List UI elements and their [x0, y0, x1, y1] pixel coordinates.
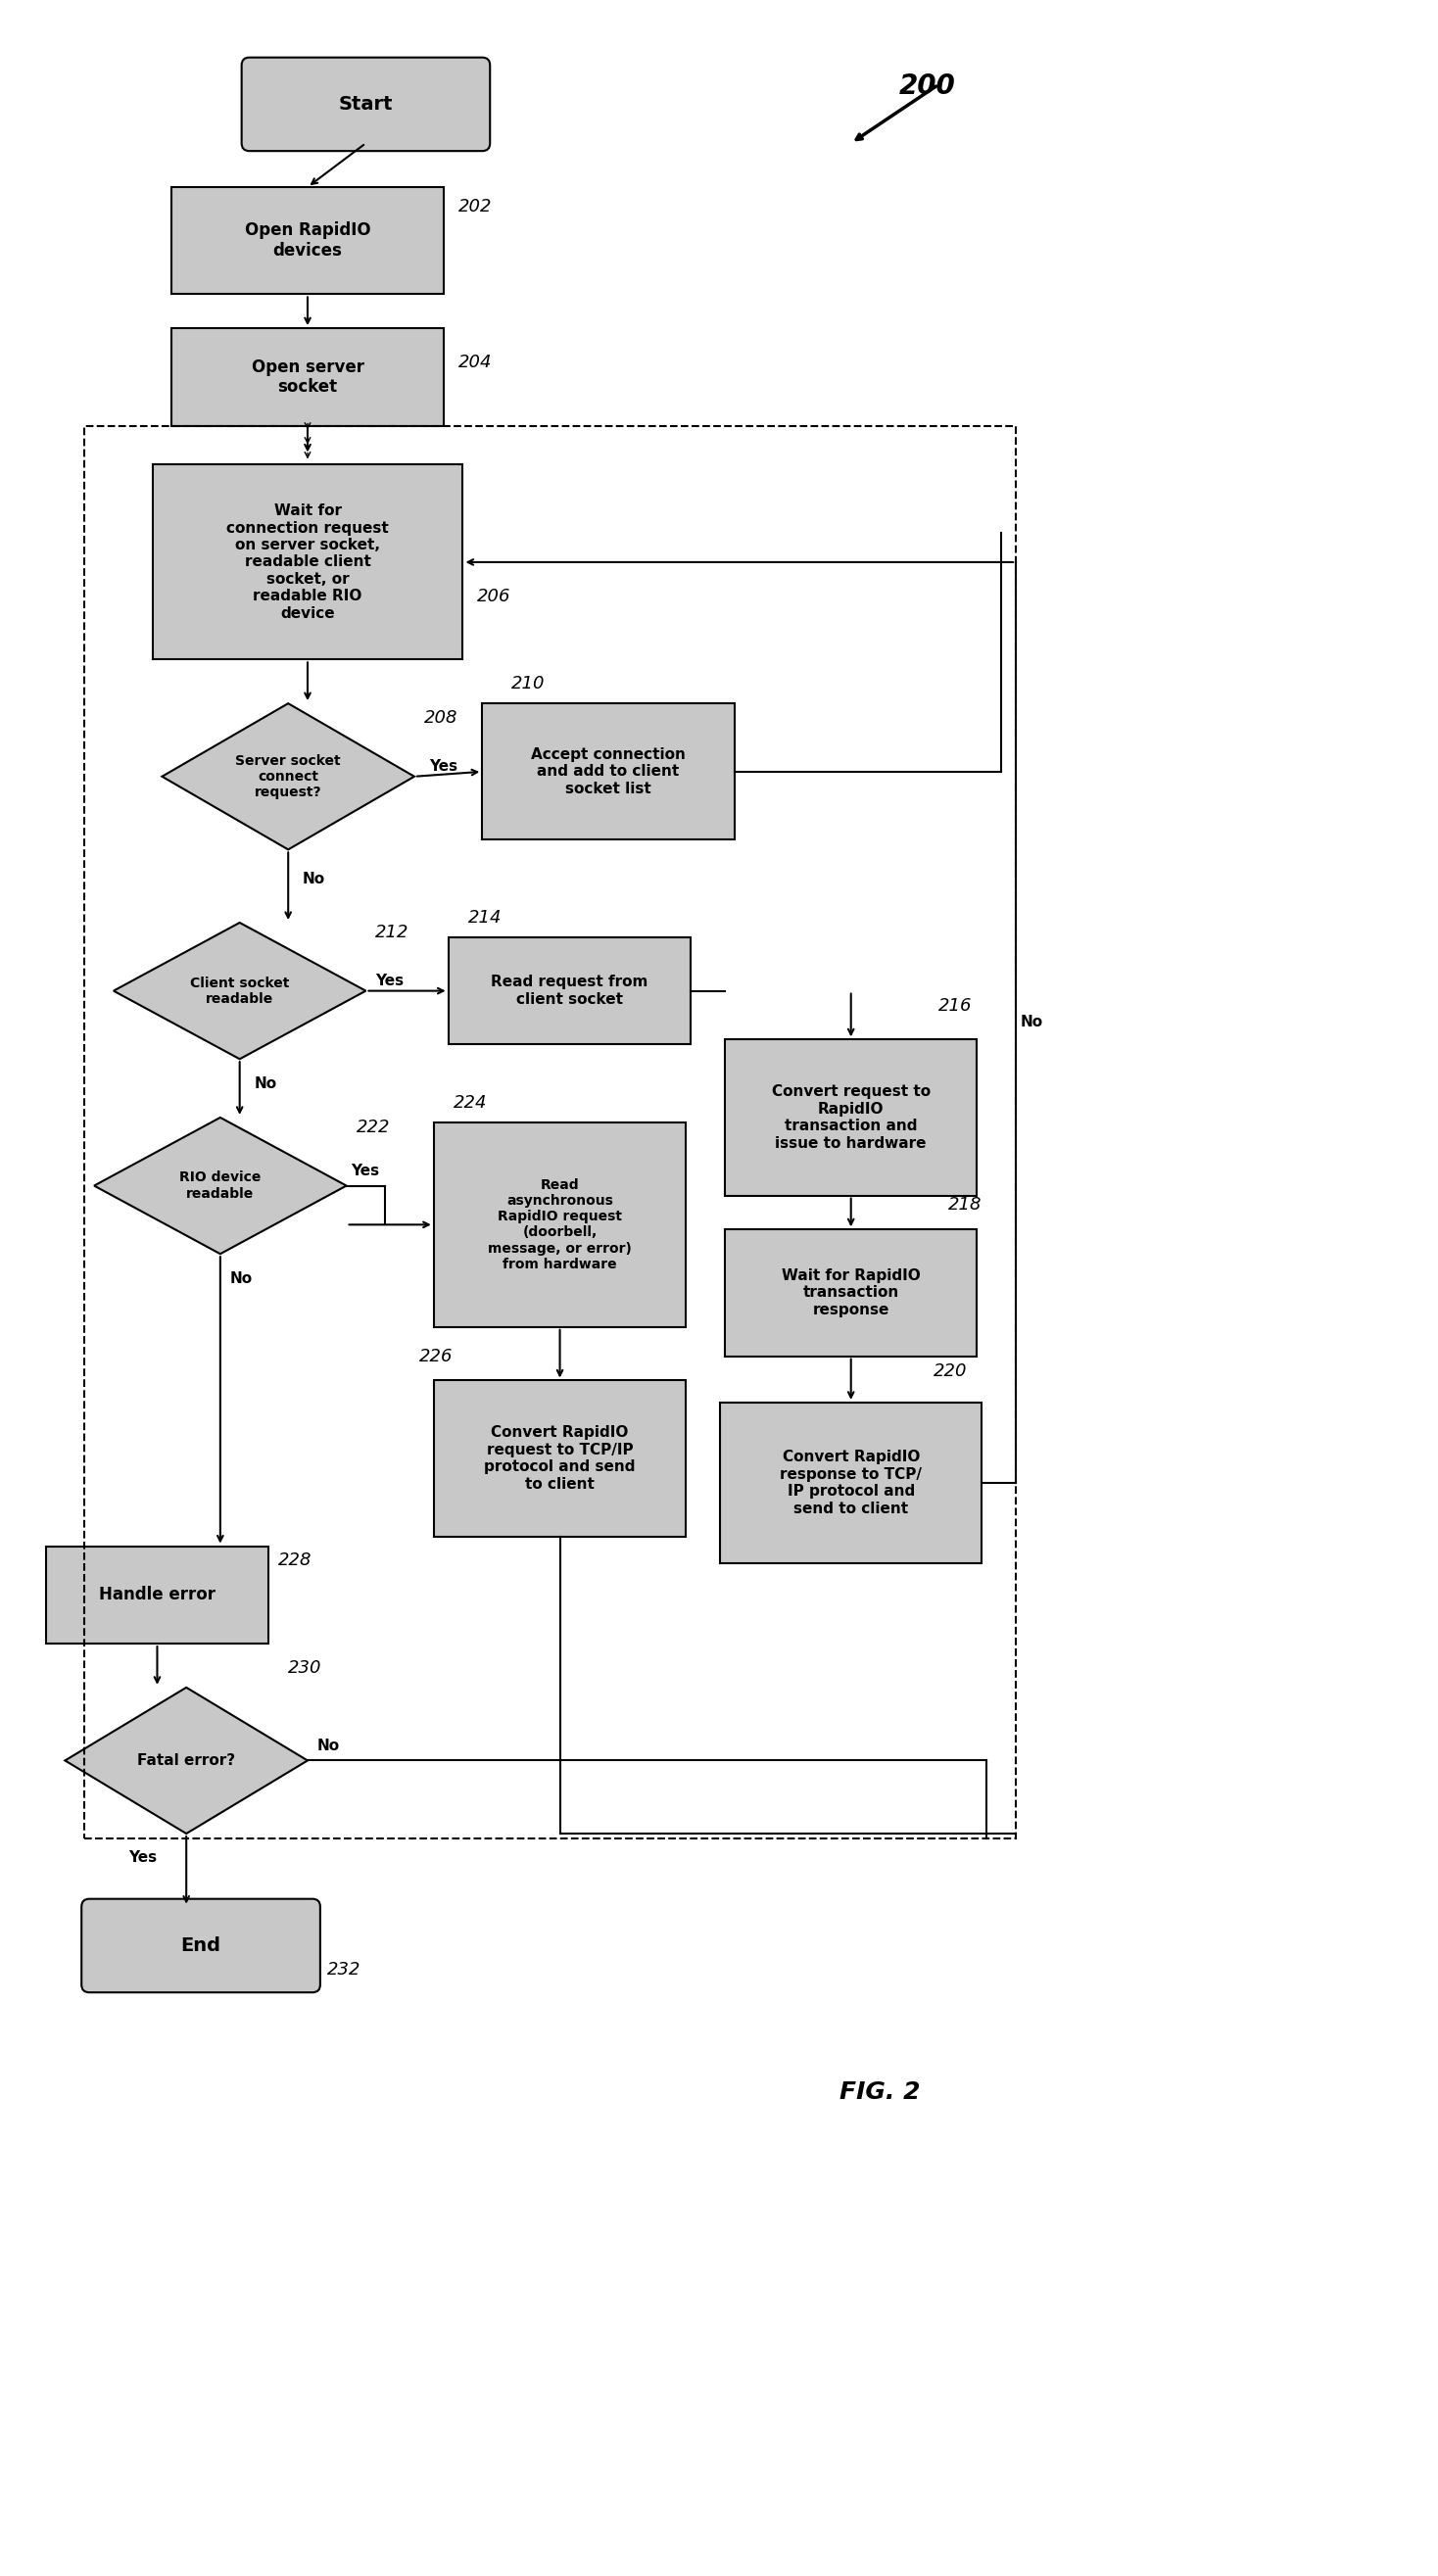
Text: 218: 218 — [948, 1195, 982, 1213]
Bar — [46, 1546, 269, 1643]
Text: 200: 200 — [900, 72, 956, 100]
Bar — [434, 1381, 686, 1535]
Bar — [482, 703, 735, 840]
Text: 226: 226 — [420, 1347, 453, 1365]
FancyBboxPatch shape — [82, 1899, 321, 1991]
Text: Read
asynchronous
RapidIO request
(doorbell,
message, or error)
from hardware: Read asynchronous RapidIO request (doorb… — [487, 1177, 631, 1270]
Text: 210: 210 — [512, 675, 545, 693]
Bar — [725, 1229, 976, 1355]
Bar — [171, 327, 443, 425]
Bar — [449, 938, 690, 1043]
Text: Start: Start — [338, 95, 393, 113]
Text: Convert RapidIO
request to TCP/IP
protocol and send
to client: Convert RapidIO request to TCP/IP protoc… — [485, 1425, 636, 1492]
Text: 228: 228 — [279, 1551, 312, 1569]
Text: No: No — [318, 1739, 339, 1754]
Text: Wait for RapidIO
transaction
response: Wait for RapidIO transaction response — [781, 1267, 920, 1316]
Text: 220: 220 — [933, 1363, 968, 1381]
Polygon shape — [114, 922, 365, 1059]
Bar — [434, 1123, 686, 1327]
Text: Yes: Yes — [128, 1850, 157, 1865]
Text: 206: 206 — [477, 587, 510, 605]
Text: Yes: Yes — [351, 1164, 380, 1177]
Polygon shape — [65, 1687, 308, 1834]
Text: Convert request to
RapidIO
transaction and
issue to hardware: Convert request to RapidIO transaction a… — [772, 1084, 930, 1151]
Text: Wait for
connection request
on server socket,
readable client
socket, or
readabl: Wait for connection request on server so… — [226, 505, 388, 621]
Polygon shape — [93, 1118, 347, 1255]
Text: Server socket
connect
request?: Server socket connect request? — [236, 755, 341, 799]
Text: 202: 202 — [457, 198, 492, 216]
Text: Open RapidIO
devices: Open RapidIO devices — [244, 222, 371, 260]
Text: No: No — [303, 871, 325, 886]
Text: Convert RapidIO
response to TCP/
IP protocol and
send to client: Convert RapidIO response to TCP/ IP prot… — [779, 1450, 922, 1515]
Text: 216: 216 — [938, 997, 972, 1015]
Text: FIG. 2: FIG. 2 — [840, 2079, 920, 2105]
Text: RIO device
readable: RIO device readable — [180, 1172, 262, 1200]
Bar — [171, 188, 443, 294]
Text: 204: 204 — [457, 353, 492, 371]
Text: No: No — [1021, 1015, 1044, 1030]
Text: 224: 224 — [453, 1095, 487, 1113]
Text: Open server
socket: Open server socket — [252, 358, 364, 397]
Bar — [152, 464, 463, 659]
Bar — [85, 425, 1015, 1839]
Text: 222: 222 — [357, 1118, 390, 1136]
Text: Accept connection
and add to client
socket list: Accept connection and add to client sock… — [531, 747, 686, 796]
Bar — [720, 1401, 982, 1564]
Text: 208: 208 — [424, 708, 457, 726]
Text: Client socket
readable: Client socket readable — [190, 976, 289, 1005]
Text: Handle error: Handle error — [99, 1587, 216, 1605]
Text: 214: 214 — [467, 909, 502, 927]
Text: Yes: Yes — [375, 974, 404, 989]
Text: Read request from
client socket: Read request from client socket — [490, 974, 649, 1007]
Text: No: No — [255, 1077, 278, 1090]
Bar — [725, 1041, 976, 1195]
FancyBboxPatch shape — [242, 57, 490, 152]
Text: No: No — [230, 1270, 253, 1285]
Polygon shape — [162, 703, 414, 850]
Text: 212: 212 — [375, 925, 410, 940]
Text: Fatal error?: Fatal error? — [137, 1754, 236, 1767]
Text: End: End — [181, 1937, 221, 1955]
Text: 230: 230 — [288, 1659, 322, 1677]
Text: 232: 232 — [326, 1960, 361, 1978]
Text: Yes: Yes — [429, 760, 457, 775]
